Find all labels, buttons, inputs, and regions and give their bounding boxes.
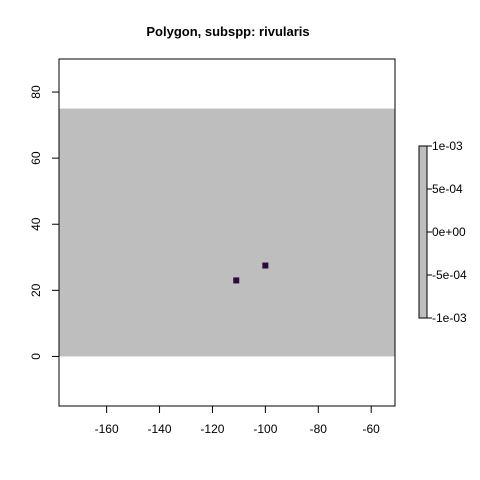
- y-tick-label: 20: [29, 283, 43, 297]
- x-tick-label: -80: [310, 422, 328, 436]
- colorbar: [418, 145, 428, 319]
- colorbar-tick-label: 5e-04: [432, 182, 463, 196]
- colorbar-tick-label: -5e-04: [432, 268, 467, 282]
- y-tick-label: 60: [29, 151, 43, 165]
- y-tick-label: 40: [29, 217, 43, 231]
- y-tick-label: 0: [29, 353, 43, 360]
- colorbar-tick-label: -1e-03: [432, 311, 467, 325]
- x-axis: -160 -140 -120 -100 -80 -60: [95, 405, 381, 436]
- x-tick-label: -120: [200, 422, 224, 436]
- x-tick-label: -60: [363, 422, 381, 436]
- raster-background: [59, 108, 395, 357]
- x-tick-label: -100: [253, 422, 277, 436]
- plot-area: [58, 58, 396, 407]
- raster-cell-2: [262, 262, 269, 269]
- colorbar-tick-label: 1e-03: [432, 139, 463, 153]
- y-tick-label: 80: [29, 85, 43, 99]
- x-tick-label: -140: [148, 422, 172, 436]
- colorbar-tick-label: 0e+00: [432, 225, 466, 239]
- chart-title: Polygon, subspp: rivularis: [146, 24, 309, 39]
- x-tick-label: -160: [95, 422, 119, 436]
- raster-cell-1: [233, 277, 240, 284]
- y-axis: 0 20 40 60 80: [29, 85, 60, 360]
- colorbar-legend: 1e-03 5e-04 0e+00 -5e-04 -1e-03: [418, 139, 467, 325]
